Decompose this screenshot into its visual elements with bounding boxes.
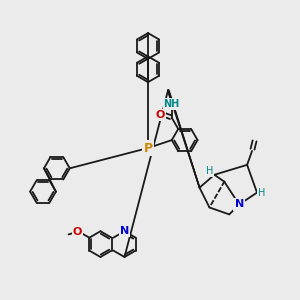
Text: O: O: [73, 227, 82, 237]
Text: NH: NH: [164, 99, 180, 109]
Text: H: H: [258, 188, 266, 198]
Text: P: P: [143, 142, 153, 154]
Text: O: O: [155, 110, 165, 120]
Polygon shape: [168, 90, 200, 188]
Text: N: N: [235, 200, 244, 209]
Text: H: H: [206, 166, 213, 176]
Text: N: N: [120, 226, 129, 236]
